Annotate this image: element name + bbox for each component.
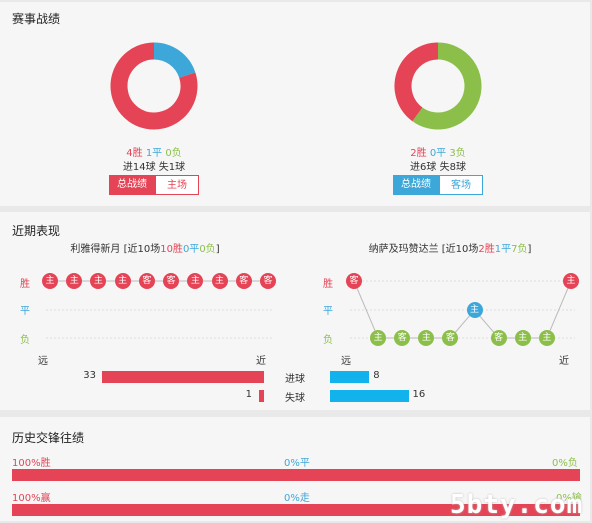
left-summary-prefix: [近10场	[120, 244, 161, 255]
right-form-dot[interactable]: 客	[490, 330, 507, 346]
recent-title: 近期表现	[12, 224, 61, 238]
watermark-logo: 5bty.com	[450, 490, 584, 520]
h2h-handicap-win-pct: 100%赢	[12, 493, 51, 504]
right-conceded-bar	[330, 390, 409, 402]
right-y-draw: 平	[323, 306, 333, 317]
right-x-near: 近	[559, 356, 569, 367]
left-form-dot[interactable]: 主	[90, 273, 107, 289]
right-summary-prefix: [近10场	[438, 244, 479, 255]
left-summary-draw: 0平	[182, 244, 200, 255]
right-form-lines	[350, 280, 575, 339]
right-loss-slice	[412, 42, 482, 130]
h2h-handicap-loss-pct: 0%输	[556, 493, 582, 504]
right-summary-suffix: ]	[527, 244, 532, 255]
right-y-loss: 负	[323, 335, 333, 346]
record-panel: 赛事战绩 4胜 1平 0负 进14球 失1球 总战绩 主场 2胜 0平 3负 进…	[0, 2, 590, 206]
left-loss-count: 0负	[165, 148, 182, 159]
left-summary-loss: 0负	[199, 244, 216, 255]
right-form-dot[interactable]: 主	[538, 330, 555, 346]
right-record-donut	[394, 42, 482, 130]
right-conceded-value: 16	[412, 389, 426, 400]
right-form-dot[interactable]: 客	[394, 330, 411, 346]
right-form-dot[interactable]: 主	[466, 302, 483, 318]
right-x-far: 远	[341, 356, 351, 367]
right-win-count: 2胜	[410, 148, 427, 159]
left-x-far: 远	[38, 356, 48, 367]
left-scored-bar	[102, 371, 264, 383]
h2h-title: 历史交锋往绩	[12, 431, 85, 445]
right-form-dot[interactable]: 主	[418, 330, 435, 346]
left-form-dot[interactable]: 主	[114, 273, 131, 289]
left-scored-value: 33	[83, 370, 96, 381]
right-recent-summary: 纳萨及玛赞达兰 [近10场2胜1平7负]	[360, 240, 540, 255]
left-draw-count: 1平	[145, 148, 163, 159]
right-draw-count: 0平	[429, 148, 447, 159]
right-loss-count: 3负	[449, 148, 466, 159]
h2h-panel: 历史交锋往绩 100%胜 0%平 0%负 100%赢 0%走 0%输	[0, 417, 590, 521]
left-y-win: 胜	[20, 279, 30, 290]
conceded-label: 失球	[285, 393, 305, 404]
left-form-dot[interactable]: 客	[138, 273, 155, 289]
h2h-draw-pct: 0%平	[284, 458, 310, 469]
scored-label: 进球	[285, 374, 305, 385]
left-goals-summary: 进14球 失1球	[122, 162, 186, 173]
left-form-dot[interactable]: 主	[187, 273, 204, 289]
left-form-dot[interactable]: 客	[235, 273, 252, 289]
right-team-name: 纳萨及玛赞达兰	[368, 244, 439, 255]
left-x-near: 近	[256, 356, 266, 367]
right-total-record-button[interactable]: 总战绩	[393, 175, 439, 195]
right-scored-value: 8	[373, 370, 380, 381]
left-form-dot[interactable]: 主	[211, 273, 228, 289]
h2h-loss-pct: 0%负	[552, 458, 578, 469]
left-draw-slice	[153, 42, 196, 79]
right-summary-loss: 7负	[511, 244, 528, 255]
left-y-draw: 平	[20, 306, 30, 317]
left-total-record-button[interactable]: 总战绩	[109, 175, 155, 195]
right-form-dot[interactable]: 主	[514, 330, 531, 346]
right-summary-win: 2胜	[478, 244, 495, 255]
right-form-chart: 胜 平 负 远 近 客主客主客主客主主主	[0, 212, 590, 372]
right-form-line	[353, 280, 572, 339]
left-form-dot[interactable]: 客	[260, 273, 276, 289]
left-form-dot[interactable]: 主	[66, 273, 83, 289]
left-form-dot[interactable]: 主	[42, 273, 58, 289]
left-form-lines	[46, 280, 272, 339]
left-recent-summary: 利雅得新月 [近10场10胜0平0负]	[60, 240, 230, 255]
h2h-result-bar	[12, 469, 580, 481]
h2h-handicap-bar	[12, 504, 580, 516]
left-win-count: 4胜	[126, 148, 143, 159]
left-home-button[interactable]: 主场	[155, 175, 199, 195]
right-form-dot[interactable]: 主	[370, 330, 387, 346]
right-form-dot[interactable]: 客	[442, 330, 459, 346]
right-win-slice	[394, 42, 439, 122]
left-conceded-bar	[259, 390, 264, 402]
right-form-dot[interactable]: 客	[346, 273, 362, 289]
left-record-donut	[110, 42, 198, 130]
h2h-win-pct: 100%胜	[12, 458, 51, 469]
right-goals-summary: 进6球 失8球	[410, 162, 466, 173]
right-summary-draw: 1平	[494, 244, 512, 255]
left-summary-suffix: ]	[215, 244, 220, 255]
record-title: 赛事战绩	[12, 12, 61, 26]
left-win-slice	[110, 42, 198, 130]
left-conceded-value: 1	[245, 389, 252, 400]
right-form-dot[interactable]: 主	[563, 273, 579, 289]
right-y-win: 胜	[323, 279, 333, 290]
left-team-name: 利雅得新月	[70, 244, 121, 255]
h2h-handicap-push-pct: 0%走	[284, 493, 310, 504]
recent-panel: 近期表现 利雅得新月 [近10场10胜0平0负] 纳萨及玛赞达兰 [近10场2胜…	[0, 212, 590, 410]
right-record-counts: 2胜 0平 3负	[388, 144, 488, 159]
left-summary-win: 10胜	[160, 244, 183, 255]
left-form-chart: 胜 平 负 远 近 主主主主客客主主客客	[0, 212, 295, 372]
right-away-button[interactable]: 客场	[439, 175, 483, 195]
right-scored-bar	[330, 371, 370, 383]
left-form-dot[interactable]: 客	[163, 273, 180, 289]
left-record-counts: 4胜 1平 0负	[104, 144, 204, 159]
left-y-loss: 负	[20, 335, 30, 346]
